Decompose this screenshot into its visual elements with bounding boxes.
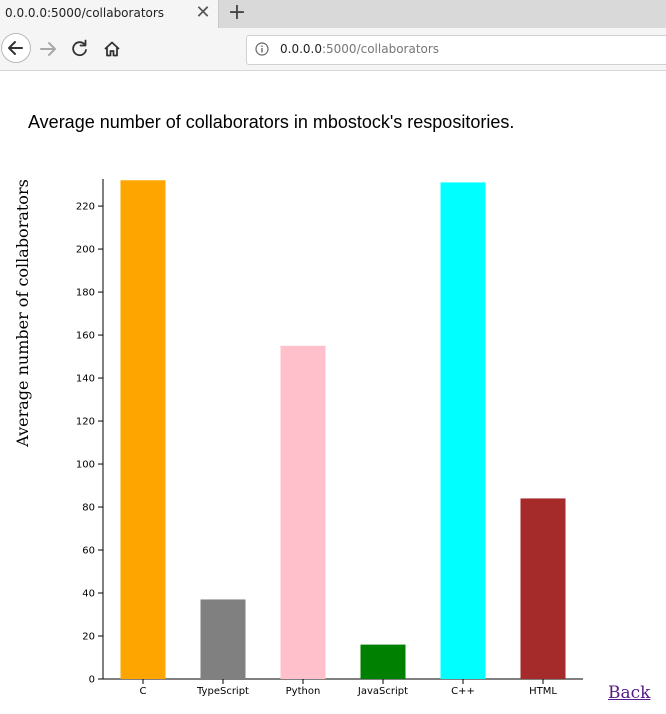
forward-button[interactable] [34, 35, 62, 63]
back-link[interactable]: Back [608, 683, 651, 703]
back-arrow-icon [8, 41, 23, 55]
x-tick-label: C [140, 686, 147, 697]
bar-javascript [360, 644, 406, 679]
y-tick-label: 220 [76, 202, 95, 213]
tab-title: 0.0.0.0:5000/collaborators [5, 6, 165, 20]
bar-html [520, 498, 566, 679]
x-tick-label: C++ [451, 686, 475, 697]
y-tick-label: 0 [89, 675, 95, 686]
info-icon[interactable] [255, 42, 269, 56]
reload-button[interactable] [66, 35, 94, 63]
y-tick-label: 180 [76, 288, 95, 299]
browser-tab[interactable]: 0.0.0.0:5000/collaborators ✕ [0, 0, 219, 28]
home-button[interactable] [98, 35, 126, 63]
y-tick-label: 120 [76, 417, 95, 428]
y-tick-label: 60 [82, 546, 95, 557]
bar-python [280, 345, 326, 679]
y-tick-label: 40 [82, 589, 95, 600]
x-tick-label: HTML [529, 686, 557, 697]
y-tick-label: 160 [76, 331, 95, 342]
url-path: :5000/collaborators [321, 42, 440, 56]
home-icon [104, 41, 120, 57]
bar-cpp [440, 182, 486, 679]
bar-typescript [200, 599, 246, 679]
plus-icon[interactable]: + [227, 0, 247, 25]
navigation-toolbar: 0.0.0.0:5000/collaborators [0, 28, 666, 71]
url-text: 0.0.0.0:5000/collaborators [280, 42, 439, 56]
forward-arrow-icon [40, 42, 56, 56]
y-tick-label: 20 [82, 632, 95, 643]
y-axis-title: Average number of collaborators [13, 179, 32, 448]
x-tick-label: Python [286, 686, 321, 697]
tab-strip: 0.0.0.0:5000/collaborators ✕ + [0, 0, 666, 28]
close-icon[interactable]: ✕ [195, 2, 211, 23]
y-tick-label: 200 [76, 245, 95, 256]
bar-c [120, 180, 166, 679]
y-tick-label: 140 [76, 374, 95, 385]
back-button[interactable] [1, 33, 31, 63]
x-tick-label: JavaScript [357, 686, 408, 697]
url-bar[interactable]: 0.0.0.0:5000/collaborators [246, 35, 666, 65]
y-tick-label: 80 [82, 503, 95, 514]
url-host: 0.0.0.0 [280, 42, 322, 56]
reload-icon [72, 39, 87, 57]
page-title: Average number of collaborators in mbost… [28, 112, 515, 132]
x-tick-label: TypeScript [196, 686, 249, 697]
y-tick-label: 100 [76, 460, 95, 471]
